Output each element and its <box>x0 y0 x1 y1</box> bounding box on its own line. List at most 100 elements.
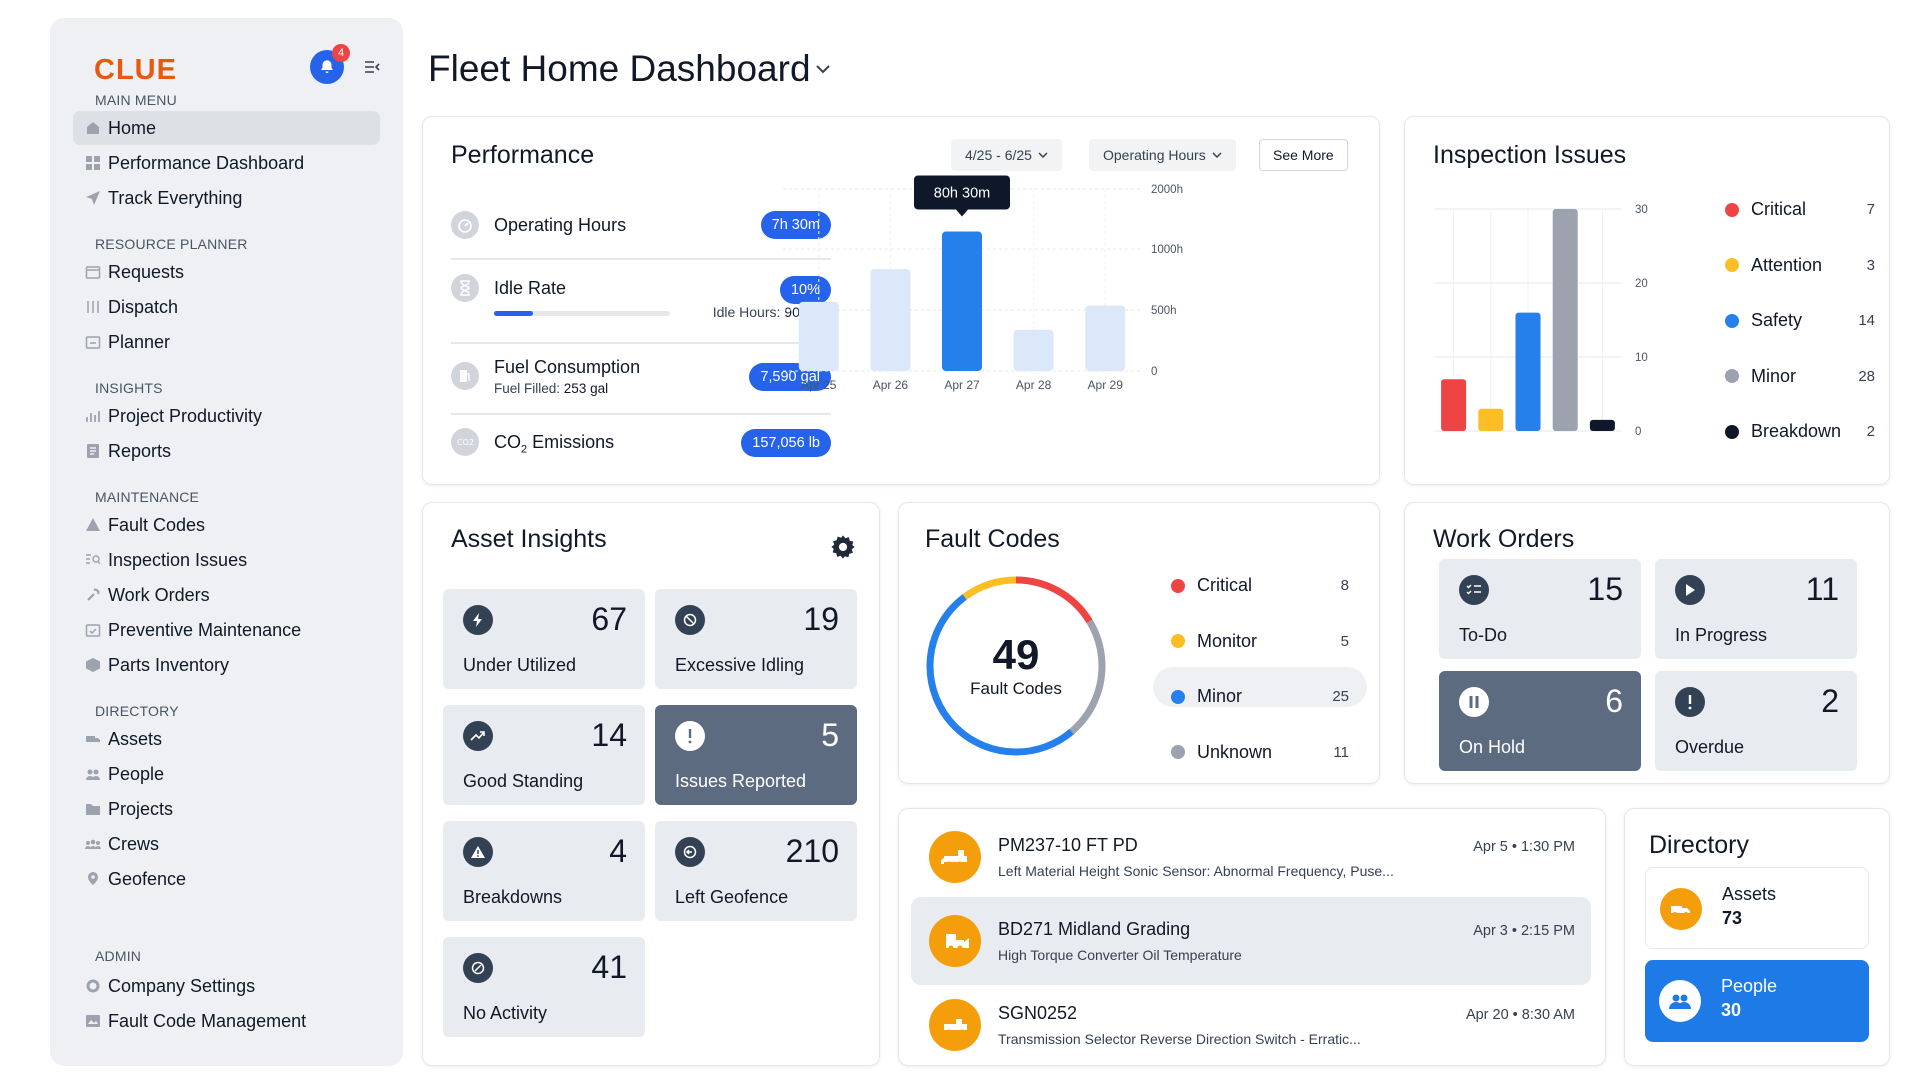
box-icon <box>86 658 100 672</box>
fault-item-title: PM237-10 FT PD <box>998 835 1138 855</box>
legend-item[interactable]: Minor <box>1171 686 1242 707</box>
bar[interactable] <box>1013 329 1054 371</box>
bar[interactable] <box>1515 312 1541 431</box>
date-range-select[interactable]: 4/25 - 6/25 <box>951 139 1062 171</box>
donut-segment[interactable] <box>926 576 1106 756</box>
bar[interactable] <box>1441 379 1467 431</box>
calendar-check-icon <box>85 624 101 637</box>
image-settings-icon <box>86 1015 100 1027</box>
pause-icon <box>1459 687 1489 717</box>
legend-count: 5 <box>1340 632 1349 650</box>
x-tick-label: Apr 25 <box>801 378 837 392</box>
sidebar-item-company-settings[interactable]: Company Settings <box>73 969 380 1003</box>
sidebar-item-requests[interactable]: Requests <box>73 255 380 289</box>
sidebar-item-fault-codes[interactable]: Fault Codes <box>73 508 380 542</box>
fault-list-item[interactable]: SGN0252 Transmission Selector Reverse Di… <box>911 981 1591 1069</box>
sidebar-item-assets[interactable]: Assets <box>73 722 380 756</box>
sidebar-item-preventive-maintenance[interactable]: Preventive Maintenance <box>73 613 380 647</box>
asset-tile-left-geofence[interactable]: 210 Left Geofence <box>655 821 857 921</box>
sidebar-item-track-everything[interactable]: Track Everything <box>73 181 380 215</box>
asset-tile-issues-reported[interactable]: 5 Issues Reported <box>655 705 857 805</box>
lightning-icon <box>463 605 493 635</box>
legend-dot <box>1725 313 1739 328</box>
bar[interactable] <box>1552 209 1578 431</box>
metric-select[interactable]: Operating Hours <box>1089 139 1236 171</box>
sidebar-item-inspection-issues[interactable]: Inspection Issues <box>73 543 380 577</box>
work-order-tile-overdue[interactable]: 2 Overdue <box>1655 671 1857 771</box>
bar[interactable] <box>798 301 839 371</box>
sidebar-item-performance-dashboard[interactable]: Performance Dashboard <box>73 146 380 180</box>
asset-tile-no-activity[interactable]: 41 No Activity <box>443 937 645 1037</box>
notification-badge: 4 <box>332 44 350 62</box>
sidebar-item-crews[interactable]: Crews <box>73 827 380 861</box>
section-main-menu: MAIN MENU <box>95 92 177 108</box>
notification-bell-icon[interactable]: 4 <box>310 44 350 84</box>
bar[interactable] <box>870 269 911 371</box>
bar[interactable] <box>1478 408 1504 431</box>
donut-segment[interactable] <box>926 576 1106 756</box>
directory-assets-button[interactable]: Assets 73 <box>1645 867 1869 949</box>
fault-item-time: Apr 20 • 8:30 AM <box>1465 1007 1575 1023</box>
fault-item-time: Apr 5 • 1:30 PM <box>1473 839 1575 855</box>
fault-list-item[interactable]: BD271 Midland Grading High Torque Conver… <box>911 897 1591 985</box>
asset-tile-excessive-idling[interactable]: 19 Excessive Idling <box>655 589 857 689</box>
legend-item[interactable]: Attention <box>1725 255 1822 276</box>
donut-segment[interactable] <box>926 576 1106 756</box>
co2-icon: CO2 <box>451 428 479 456</box>
bar[interactable] <box>1589 419 1615 431</box>
settings-gear-icon[interactable] <box>829 533 857 561</box>
bar-chart-icon <box>86 411 100 422</box>
section-admin: ADMIN <box>95 948 142 964</box>
work-orders-card: Work Orders 15 To-Do 11 In Progress 6 On… <box>1404 502 1890 784</box>
crew-icon <box>85 839 101 849</box>
asset-tile-good-standing[interactable]: 14 Good Standing <box>443 705 645 805</box>
directory-people-button[interactable]: People 30 <box>1645 960 1869 1042</box>
section-insights: INSIGHTS <box>95 380 163 396</box>
legend-dot <box>1725 369 1739 383</box>
work-order-tile-in-progress[interactable]: 11 In Progress <box>1655 559 1857 659</box>
work-order-tile-on-hold[interactable]: 6 On Hold <box>1439 671 1641 771</box>
section-directory: DIRECTORY <box>95 703 179 719</box>
sidebar-item-planner[interactable]: Planner <box>73 325 380 359</box>
inspection-issues-title: Inspection Issues <box>1433 141 1627 169</box>
idle-rate-progress-bar <box>494 311 670 316</box>
sidebar-item-fault-code-management[interactable]: Fault Code Management <box>73 1004 380 1038</box>
gauge-icon <box>451 211 479 239</box>
sidebar-item-projects[interactable]: Projects <box>73 792 380 826</box>
dispatch-icon <box>87 301 99 313</box>
sidebar-item-reports[interactable]: Reports <box>73 434 380 468</box>
fault-list-item[interactable]: PM237-10 FT PD Left Material Height Soni… <box>911 813 1591 901</box>
legend-item[interactable]: Unknown <box>1171 742 1272 763</box>
y-tick-label: 1000h <box>1151 244 1183 256</box>
chevron-down-icon <box>1038 151 1048 158</box>
bar[interactable] <box>942 231 982 371</box>
app-logo[interactable]: CLUE <box>94 54 177 86</box>
title-dropdown-chevron-icon[interactable] <box>815 64 831 74</box>
section-maintenance: MAINTENANCE <box>95 489 200 505</box>
legend-item[interactable]: Critical <box>1171 575 1252 596</box>
legend-item[interactable]: Minor <box>1725 366 1796 387</box>
sidebar-item-people[interactable]: People <box>73 757 380 791</box>
legend-item[interactable]: Safety <box>1725 310 1802 331</box>
asset-insights-card: Asset Insights 67 Under Utilized 19 Exce… <box>422 502 880 1066</box>
collapse-menu-icon[interactable] <box>364 60 380 74</box>
sidebar-item-project-productivity[interactable]: Project Productivity <box>73 399 380 433</box>
sidebar-item-dispatch[interactable]: Dispatch <box>73 290 380 324</box>
see-more-button[interactable]: See More <box>1259 139 1348 171</box>
legend-item[interactable]: Monitor <box>1171 631 1257 652</box>
sidebar-item-work-orders[interactable]: Work Orders <box>73 578 380 612</box>
report-icon <box>87 444 99 458</box>
legend-label: Critical <box>1751 199 1807 219</box>
asset-tile-under-utilized[interactable]: 67 Under Utilized <box>443 589 645 689</box>
legend-item[interactable]: Breakdown <box>1725 421 1841 442</box>
bar[interactable] <box>1085 305 1126 371</box>
asset-tile-breakdowns[interactable]: 4 Breakdowns <box>443 821 645 921</box>
work-order-tile-to-do[interactable]: 15 To-Do <box>1439 559 1641 659</box>
wrench-icon <box>87 588 100 601</box>
legend-item[interactable]: Critical <box>1725 199 1806 220</box>
sidebar-item-home[interactable]: Home <box>73 111 380 145</box>
legend-count: 25 <box>1332 688 1349 705</box>
sidebar-item-parts-inventory[interactable]: Parts Inventory <box>73 648 380 682</box>
sidebar-item-geofence[interactable]: Geofence <box>73 862 380 896</box>
legend-dot <box>1171 689 1185 704</box>
